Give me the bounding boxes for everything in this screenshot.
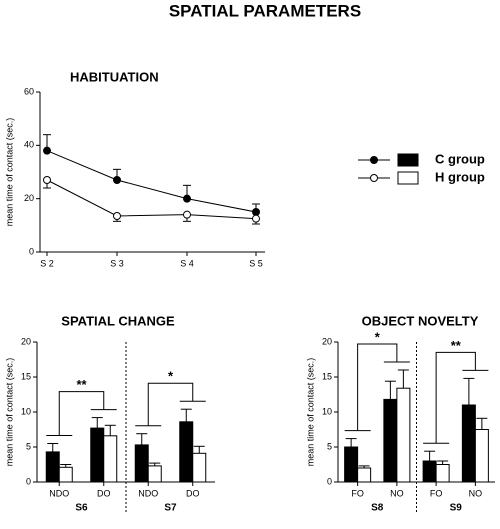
x-tick-label: FO bbox=[430, 488, 443, 498]
x-tick-label: S 3 bbox=[110, 258, 124, 268]
bar bbox=[383, 398, 398, 483]
sig-bracket bbox=[58, 391, 105, 436]
y-tick-label: 5 bbox=[26, 441, 31, 451]
bar bbox=[357, 467, 372, 483]
y-tick-label: 20 bbox=[24, 193, 34, 203]
bar bbox=[474, 429, 489, 483]
significance: * bbox=[168, 369, 174, 384]
x-tick-label: S 4 bbox=[180, 258, 194, 268]
y-tick-label: 10 bbox=[322, 406, 332, 416]
page-title: SPATIAL PARAMETERS bbox=[169, 1, 361, 20]
legend-swatch bbox=[397, 171, 419, 185]
sig-bracket bbox=[435, 351, 476, 444]
sig-bracket bbox=[147, 382, 194, 426]
y-tick-label: 15 bbox=[21, 371, 31, 381]
point bbox=[183, 194, 191, 203]
legend-label: C group bbox=[435, 151, 485, 166]
point bbox=[113, 212, 121, 220]
bar bbox=[90, 427, 105, 483]
bar bbox=[103, 435, 118, 483]
point bbox=[113, 176, 121, 184]
bar bbox=[147, 465, 162, 483]
y-tick-label: 5 bbox=[327, 441, 332, 451]
x-tick-label: S 2 bbox=[40, 258, 54, 268]
point bbox=[252, 214, 260, 223]
group-label: S9 bbox=[450, 503, 463, 514]
y-tick-label: 10 bbox=[21, 406, 31, 416]
y-tick-label: 40 bbox=[24, 140, 34, 150]
legend-label: H group bbox=[435, 169, 485, 184]
significance: ** bbox=[451, 338, 462, 353]
x-tick-label: DO bbox=[97, 488, 111, 498]
line bbox=[46, 179, 257, 220]
bar bbox=[58, 466, 73, 483]
point bbox=[43, 146, 51, 155]
y-tick-label: 20 bbox=[21, 336, 31, 346]
legend-marker bbox=[370, 174, 378, 182]
x-tick-label: NO bbox=[469, 488, 483, 498]
bar bbox=[45, 451, 60, 483]
x-tick-label: NO bbox=[390, 488, 404, 498]
legend-marker bbox=[370, 156, 378, 164]
significance: ** bbox=[76, 377, 87, 392]
bar bbox=[435, 464, 450, 483]
legend-swatch bbox=[397, 153, 419, 167]
x-tick-label: DO bbox=[186, 488, 200, 498]
y-axis-label: mean time of contact (sec.) bbox=[305, 358, 315, 467]
chart-title: HABITUATION bbox=[70, 69, 159, 84]
bar bbox=[422, 460, 437, 483]
group-label: S7 bbox=[164, 503, 177, 514]
y-tick-label: 15 bbox=[322, 371, 332, 381]
sig-bracket bbox=[357, 343, 398, 431]
x-tick-label: NDO bbox=[49, 488, 69, 498]
point bbox=[252, 208, 260, 216]
bar bbox=[396, 387, 411, 483]
point bbox=[43, 176, 51, 184]
y-tick-label: 0 bbox=[29, 246, 34, 256]
line bbox=[46, 150, 257, 213]
significance: * bbox=[375, 329, 381, 344]
y-tick-label: 20 bbox=[322, 336, 332, 346]
x-tick-label: FO bbox=[351, 488, 364, 498]
bar bbox=[179, 421, 194, 483]
group-label: S6 bbox=[75, 503, 88, 514]
chart-title: OBJECT NOVELTY bbox=[362, 313, 479, 328]
x-tick-label: S 5 bbox=[249, 258, 263, 268]
bar bbox=[344, 446, 359, 483]
bar bbox=[461, 404, 476, 483]
x-tick-label: NDO bbox=[138, 488, 158, 498]
y-tick-label: 60 bbox=[24, 86, 34, 96]
bar bbox=[192, 452, 207, 483]
y-tick-label: 0 bbox=[327, 476, 332, 486]
chart-title: SPATIAL CHANGE bbox=[61, 313, 175, 328]
point bbox=[183, 210, 191, 219]
y-tick-label: 0 bbox=[26, 476, 31, 486]
bar bbox=[134, 444, 149, 483]
group-label: S8 bbox=[371, 503, 384, 514]
y-axis-label: mean time of contact (sec.) bbox=[4, 118, 14, 227]
y-axis-label: mean time of contact (sec.) bbox=[4, 358, 14, 467]
